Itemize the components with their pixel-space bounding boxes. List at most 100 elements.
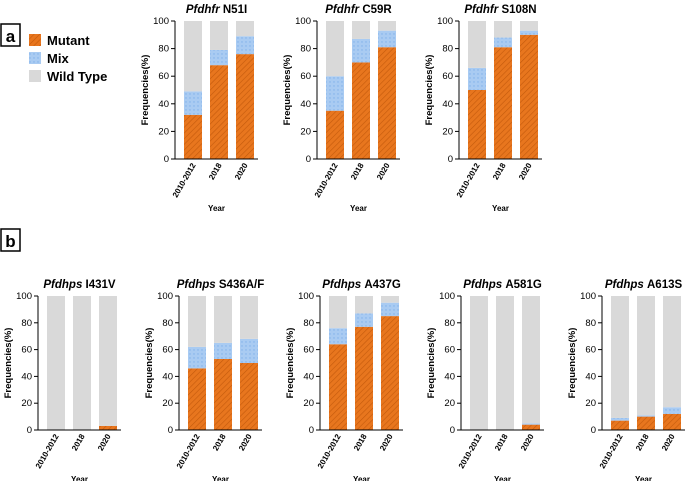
y-tick-label: 20 bbox=[442, 126, 453, 137]
bar-mix bbox=[611, 417, 629, 421]
chart-title-mutation: A613S bbox=[647, 279, 682, 291]
y-tick-label: 40 bbox=[21, 371, 32, 382]
legend-label-mix: Mix bbox=[47, 51, 69, 66]
y-tick-label: 40 bbox=[442, 99, 453, 110]
x-tick-label: 2010-2012 bbox=[171, 161, 198, 199]
x-tick-label: 2018 bbox=[211, 432, 228, 452]
bar-mutant bbox=[236, 54, 254, 160]
bar-wild-type bbox=[47, 296, 65, 430]
chart-title-mutation: S436A/F bbox=[219, 279, 264, 291]
y-tick-label: 20 bbox=[162, 398, 173, 409]
bar-mix bbox=[352, 38, 370, 63]
x-tick-label: 2020 bbox=[517, 161, 534, 181]
x-tick-label: 2018 bbox=[352, 432, 369, 452]
bar-mix bbox=[214, 342, 232, 359]
chart-title-gene: Pfdhps bbox=[322, 279, 364, 291]
y-tick-label: 0 bbox=[591, 425, 596, 436]
bar-mutant bbox=[637, 416, 655, 430]
y-tick-label: 80 bbox=[442, 44, 453, 55]
legend-item-mix: Mix bbox=[29, 51, 69, 66]
x-tick-label: 2018 bbox=[349, 161, 366, 181]
bar-mutant bbox=[210, 65, 228, 159]
x-tick-label: 2020 bbox=[519, 432, 536, 452]
y-tick-label: 0 bbox=[450, 425, 455, 436]
x-tick-label: 2010-2012 bbox=[598, 432, 625, 470]
bar-wild-type bbox=[210, 21, 228, 50]
bar-wild-type bbox=[468, 21, 486, 68]
y-tick-label: 80 bbox=[21, 318, 32, 329]
bar-mutant bbox=[355, 326, 373, 430]
y-axis-label: Frequencies(%) bbox=[140, 55, 151, 126]
bar-wild-type bbox=[637, 296, 655, 416]
bar-wild-type bbox=[663, 296, 681, 408]
y-tick-label: 40 bbox=[444, 371, 455, 382]
bar-mix bbox=[663, 407, 681, 414]
y-tick-label: 80 bbox=[300, 44, 311, 55]
y-tick-label: 100 bbox=[153, 16, 169, 27]
y-tick-label: 20 bbox=[444, 398, 455, 409]
panel-label-b: b bbox=[0, 228, 21, 252]
y-tick-label: 100 bbox=[295, 16, 311, 27]
x-axis-label: Year bbox=[212, 475, 229, 481]
legend-swatch-mix bbox=[29, 52, 41, 64]
y-axis-label: Frequencies(%) bbox=[144, 328, 155, 399]
chart-title-s108n: Pfdhfr S108N bbox=[464, 4, 536, 16]
x-axis-label: Year bbox=[71, 475, 88, 481]
bar-mutant bbox=[214, 358, 232, 430]
chart-title-s436a-f: Pfdhps S436A/F bbox=[177, 279, 265, 291]
chart-a437g: Pfdhps A437G 2010-2012 2018 2020 0 20 40 60 80 10… bbox=[285, 279, 403, 481]
bar-mutant bbox=[522, 424, 540, 430]
x-tick-label: 2020 bbox=[233, 161, 250, 181]
x-tick-label: 2018 bbox=[70, 432, 87, 452]
y-axis-label: Frequencies(%) bbox=[3, 328, 14, 399]
y-tick-label: 80 bbox=[158, 44, 169, 55]
bar-mix bbox=[210, 49, 228, 66]
bar-mutant bbox=[240, 363, 258, 430]
bar-wild-type bbox=[99, 296, 117, 426]
x-tick-label: 2020 bbox=[96, 432, 113, 452]
panel-label-a: a bbox=[0, 23, 21, 47]
chart-a613s: Pfdhps A613S 2010-2012 2018 2020 0 20 40 60 80 10… bbox=[567, 279, 685, 481]
chart-title-mutation: A437G bbox=[364, 279, 400, 291]
y-tick-label: 80 bbox=[162, 318, 173, 329]
y-tick-label: 20 bbox=[303, 398, 314, 409]
x-tick-label: 2020 bbox=[660, 432, 677, 452]
x-tick-label: 2020 bbox=[237, 432, 254, 452]
legend-label-mutant: Mutant bbox=[47, 33, 90, 48]
y-tick-label: 40 bbox=[303, 371, 314, 382]
bar-mutant bbox=[611, 420, 629, 430]
chart-title-gene: Pfdhps bbox=[43, 279, 85, 291]
chart-title-a581g: Pfdhps A581G bbox=[463, 279, 542, 291]
y-tick-label: 0 bbox=[309, 425, 314, 436]
legend: Mutant Mix Wild Type bbox=[29, 33, 107, 84]
y-tick-label: 20 bbox=[585, 398, 596, 409]
x-tick-label: 2020 bbox=[378, 432, 395, 452]
y-axis-label: Frequencies(%) bbox=[282, 55, 293, 126]
y-axis-label: Frequencies(%) bbox=[426, 328, 437, 399]
chart-c59r: Pfdhfr C59R 2010-2012 2018 2020 0 20 40 60 80 100… bbox=[282, 4, 400, 213]
chart-a581g: Pfdhps A581G 2010-2012 2018 2020 0 20 40 60 80 10… bbox=[426, 279, 544, 481]
bar-mutant bbox=[188, 368, 206, 430]
bar-wild-type bbox=[214, 296, 232, 343]
y-axis-label: Frequencies(%) bbox=[285, 328, 296, 399]
y-tick-label: 80 bbox=[303, 318, 314, 329]
y-tick-label: 40 bbox=[158, 99, 169, 110]
x-axis-label: Year bbox=[492, 204, 509, 213]
bar-mix bbox=[236, 36, 254, 55]
x-tick-label: 2020 bbox=[375, 161, 392, 181]
x-tick-label: 2018 bbox=[634, 432, 651, 452]
y-tick-label: 60 bbox=[585, 345, 596, 356]
y-tick-label: 80 bbox=[585, 318, 596, 329]
legend-item-mutant: Mutant bbox=[29, 33, 90, 48]
y-axis-label: Frequencies(%) bbox=[567, 328, 578, 399]
bar-mutant bbox=[329, 344, 347, 430]
bar-mutant bbox=[99, 425, 117, 430]
y-tick-label: 20 bbox=[21, 398, 32, 409]
y-tick-label: 60 bbox=[303, 345, 314, 356]
bar-mix bbox=[378, 30, 396, 48]
bar-mix bbox=[240, 338, 258, 363]
chart-title-gene: Pfdhps bbox=[177, 279, 219, 291]
x-axis-label: Year bbox=[350, 204, 367, 213]
y-axis-label: Frequencies(%) bbox=[424, 55, 435, 126]
y-tick-label: 100 bbox=[437, 16, 453, 27]
